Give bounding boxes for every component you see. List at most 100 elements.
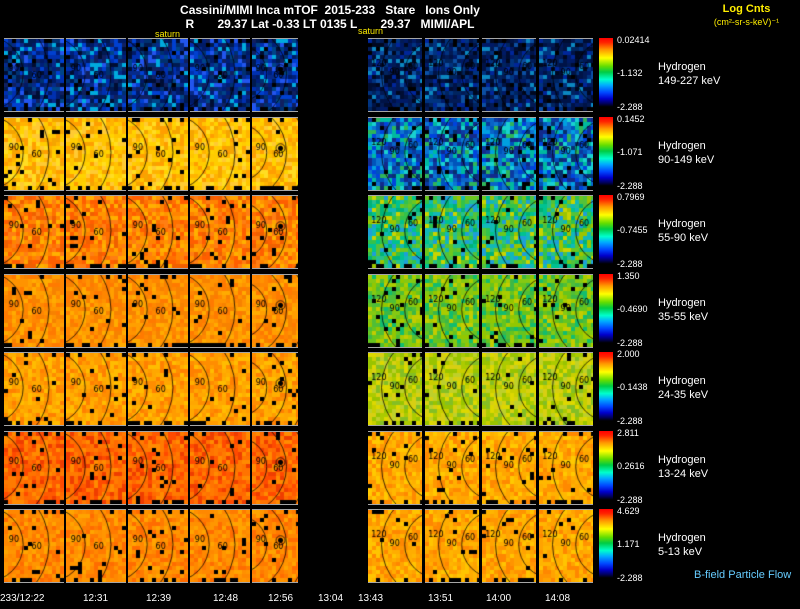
inca-image-panel xyxy=(252,431,298,505)
colorbar-mid-label: -1.071 xyxy=(617,147,643,157)
channel-species: Hydrogen xyxy=(658,61,706,73)
colorbar xyxy=(599,38,613,112)
log-cnts-label: Log Cnts xyxy=(722,3,771,15)
inca-image-panel xyxy=(425,509,479,583)
inca-image-panel xyxy=(190,195,250,269)
colorbar-min-label: -2.288 xyxy=(617,338,643,348)
colorbar-mid-label: -0.4690 xyxy=(617,304,648,314)
inca-image-panel xyxy=(128,509,188,583)
colorbar xyxy=(599,117,613,191)
colorbar-max-label: 0.02414 xyxy=(617,35,650,45)
channel-species: Hydrogen xyxy=(658,454,706,466)
inca-image-panel xyxy=(252,274,298,348)
time-axis-label: 12:56 xyxy=(268,593,294,604)
inca-image-panel xyxy=(425,352,479,426)
inca-image-panel xyxy=(128,195,188,269)
inca-image-panel xyxy=(190,274,250,348)
channel-label: Hydrogen 13-24 keV xyxy=(658,453,708,481)
colorbar-min-label: -2.288 xyxy=(617,573,643,583)
inca-image-panel xyxy=(425,274,479,348)
inca-image-panel xyxy=(4,195,64,269)
inca-image-panel xyxy=(252,38,298,112)
channel-species: Hydrogen xyxy=(658,375,706,387)
colorbar xyxy=(599,274,613,348)
colorbar-max-label: 0.7969 xyxy=(617,192,645,202)
plot-subtitle: R 29.37 Lat -0.33 LT 0135 L 29.37 MIMI/A… xyxy=(185,17,475,31)
inca-image-panel xyxy=(4,509,64,583)
colorbar-min-label: -2.288 xyxy=(617,181,643,191)
inca-image-panel xyxy=(482,509,536,583)
channel-energy-range: 90-149 keV xyxy=(658,154,715,166)
time-axis-label: 13:51 xyxy=(428,593,454,604)
colorbar-max-label: 4.629 xyxy=(617,506,640,516)
inca-image-panel xyxy=(539,274,593,348)
channel-species: Hydrogen xyxy=(658,532,706,544)
channel-energy-range: 24-35 keV xyxy=(658,389,709,401)
channel-label: Hydrogen 149-227 keV xyxy=(658,60,720,88)
inca-image-panel xyxy=(539,352,593,426)
colorbar xyxy=(599,431,613,505)
inca-image-panel xyxy=(66,509,126,583)
colorbar-min-label: -2.288 xyxy=(617,416,643,426)
colorbar-max-label: 2.811 xyxy=(617,428,639,438)
colorbar-units-block: Log Cnts (cm²-sr-s-keV)⁻¹ xyxy=(693,3,800,29)
time-axis-label: 13:04 xyxy=(318,593,344,604)
inca-image-panel xyxy=(252,352,298,426)
channel-label: Hydrogen 35-55 keV xyxy=(658,296,708,324)
colorbar-min-label: -2.288 xyxy=(617,495,643,505)
inca-image-panel xyxy=(368,38,422,112)
pointing-label-saturn-left: saturn xyxy=(155,29,181,39)
time-axis-label: 12:48 xyxy=(213,593,239,604)
colorbar xyxy=(599,509,613,583)
colorbar-mid-label: 1.171 xyxy=(617,539,640,549)
inca-image-panel xyxy=(190,509,250,583)
colorbar-max-label: 2.000 xyxy=(617,349,640,359)
inca-image-panel xyxy=(539,431,593,505)
inca-image-panel xyxy=(539,509,593,583)
colorbar xyxy=(599,195,613,269)
inca-image-panel xyxy=(425,117,479,191)
time-axis-label: 233/12:22 xyxy=(0,593,45,604)
time-axis-label: 13:43 xyxy=(358,593,384,604)
channel-species: Hydrogen xyxy=(658,297,706,309)
log-cnts-units: (cm²-sr-s-keV)⁻¹ xyxy=(713,17,780,27)
inca-image-panel xyxy=(4,117,64,191)
time-axis-label: 12:39 xyxy=(146,593,172,604)
inca-image-panel xyxy=(66,431,126,505)
inca-image-panel xyxy=(128,117,188,191)
channel-label: Hydrogen 55-90 keV xyxy=(658,217,708,245)
inca-image-panel xyxy=(368,117,422,191)
inca-image-panel xyxy=(190,352,250,426)
channel-energy-range: 149-227 keV xyxy=(658,75,721,87)
inca-image-panel xyxy=(368,274,422,348)
time-axis-label: 14:08 xyxy=(545,593,571,604)
inca-image-panel xyxy=(252,117,298,191)
inca-image-panel xyxy=(66,352,126,426)
inca-image-panel xyxy=(482,431,536,505)
inca-image-panel xyxy=(128,274,188,348)
channel-energy-range: 35-55 keV xyxy=(658,311,709,323)
bfield-flow-label: B-field Particle Flow xyxy=(694,569,792,581)
inca-image-panel xyxy=(539,195,593,269)
inca-image-panel xyxy=(252,195,298,269)
time-axis-label: 14:00 xyxy=(486,593,512,604)
inca-image-panel xyxy=(482,195,536,269)
inca-image-panel xyxy=(482,117,536,191)
inca-image-panel xyxy=(4,431,64,505)
inca-image-panel xyxy=(190,431,250,505)
plot-title: Cassini/MIMI Inca mTOF 2015-233 Stare Io… xyxy=(180,3,480,17)
pointing-label-saturn-right: saturn xyxy=(358,26,384,36)
channel-energy-range: 5-13 keV xyxy=(658,546,703,558)
inca-image-panel xyxy=(425,431,479,505)
channel-energy-range: 13-24 keV xyxy=(658,468,709,480)
time-axis-label: 12:31 xyxy=(83,593,109,604)
inca-image-panel xyxy=(66,195,126,269)
colorbar-mid-label: 0.2616 xyxy=(617,461,645,471)
channel-label: Hydrogen 5-13 keV xyxy=(658,531,706,559)
colorbar xyxy=(599,352,613,426)
inca-image-panel xyxy=(368,352,422,426)
colorbar-min-label: -2.288 xyxy=(617,102,643,112)
colorbar-min-label: -2.288 xyxy=(617,259,643,269)
channel-species: Hydrogen xyxy=(658,218,706,230)
